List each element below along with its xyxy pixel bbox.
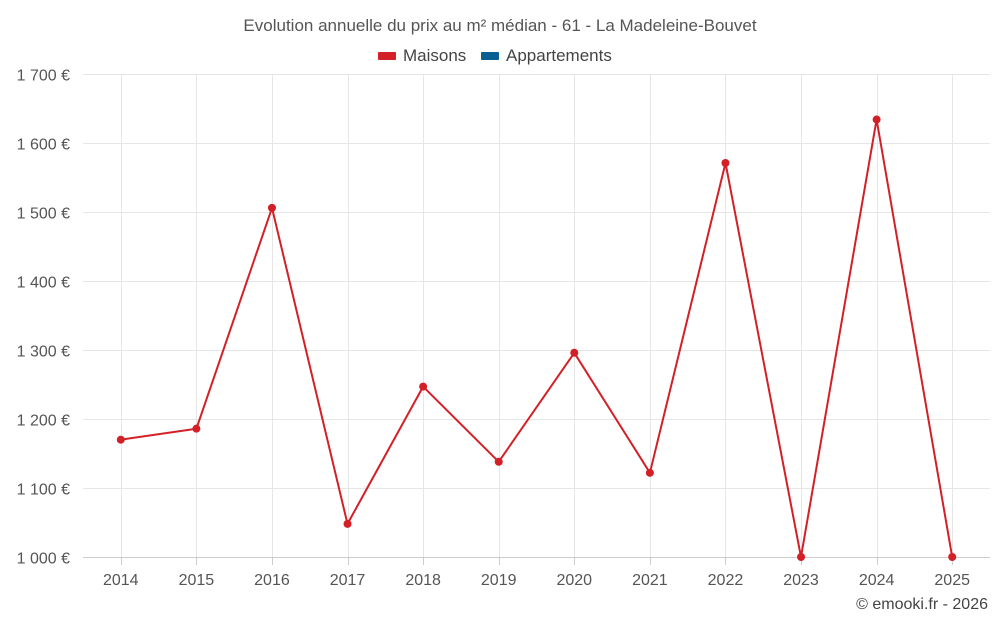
data-point[interactable]	[343, 519, 352, 528]
data-point[interactable]	[948, 553, 957, 561]
legend-swatch-maisons	[378, 52, 396, 60]
x-grid	[121, 74, 953, 565]
y-tick-label: 1 700 €	[17, 68, 70, 85]
x-tick-label: 2015	[179, 572, 215, 589]
x-tick-label: 2018	[405, 572, 441, 589]
y-tick-label: 1 300 €	[17, 344, 70, 361]
data-point[interactable]	[797, 553, 806, 561]
x-tick-label: 2019	[481, 572, 517, 589]
data-point[interactable]	[267, 203, 276, 212]
y-tick-label: 1 500 €	[17, 206, 70, 223]
y-tick-label: 1 600 €	[17, 137, 70, 154]
data-point[interactable]	[721, 159, 730, 168]
data-point[interactable]	[872, 115, 881, 124]
x-tick-label: 2021	[632, 572, 668, 589]
series-layer	[116, 115, 957, 561]
data-point[interactable]	[494, 457, 503, 466]
y-tick-label: 1 200 €	[17, 413, 70, 430]
chart-title: Evolution annuelle du prix au m² médian …	[243, 16, 756, 35]
x-axis-ticks: 2014 2015 2016 2017 2018 2019 2020 2021 2022 2023…	[103, 572, 970, 589]
x-tick-label: 2016	[254, 572, 290, 589]
legend-label-appartements: Appartements	[506, 46, 612, 65]
legend-swatch-appartements	[481, 52, 499, 60]
credit-text: © emooki.fr - 2026	[856, 596, 988, 613]
legend: Maisons Appartements	[378, 46, 612, 65]
legend-item-appartements[interactable]: Appartements	[481, 46, 612, 65]
x-tick-label: 2014	[103, 572, 139, 589]
data-point[interactable]	[419, 382, 428, 391]
y-axis-ticks: 1 000 € 1 100 € 1 200 € 1 300 € 1 400 € 1 500…	[17, 68, 70, 568]
data-point[interactable]	[570, 348, 579, 357]
y-tick-label: 1 400 €	[17, 275, 70, 292]
x-tick-label: 2020	[556, 572, 592, 589]
x-tick-label: 2024	[859, 572, 895, 589]
x-tick-label: 2023	[783, 572, 819, 589]
data-point[interactable]	[192, 424, 201, 433]
data-point[interactable]	[116, 435, 125, 444]
series-line-maisons	[120, 118, 954, 558]
x-tick-label: 2022	[708, 572, 744, 589]
legend-label-maisons: Maisons	[403, 46, 466, 65]
legend-item-maisons[interactable]: Maisons	[378, 46, 466, 65]
y-tick-label: 1 000 €	[17, 551, 70, 568]
y-grid	[83, 74, 990, 489]
data-point[interactable]	[645, 468, 654, 477]
y-tick-label: 1 100 €	[17, 482, 70, 499]
x-tick-label: 2025	[934, 572, 970, 589]
x-tick-label: 2017	[330, 572, 366, 589]
